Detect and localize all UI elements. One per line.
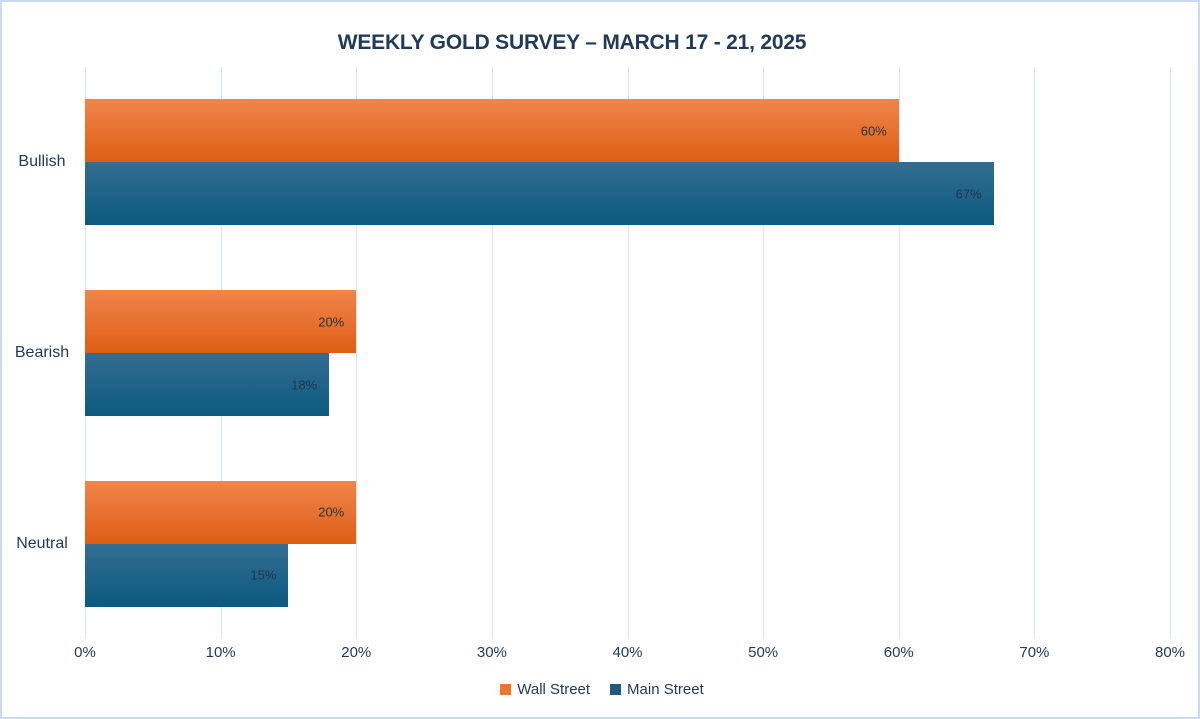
x-tick-label: 30% <box>476 644 507 661</box>
bar-value-label: 18% <box>291 377 318 392</box>
x-tick-label: 70% <box>1019 644 1050 661</box>
x-tick-label: 10% <box>205 644 236 661</box>
legend-label: Wall Street <box>517 681 591 698</box>
x-tick-label: 50% <box>748 644 779 661</box>
legend-label: Main Street <box>627 681 704 698</box>
x-tick-label: 60% <box>883 644 914 661</box>
x-tick-label: 0% <box>74 644 96 661</box>
bar-wall-street-bullish: 60% <box>85 99 899 163</box>
gridline <box>1170 67 1171 639</box>
bar-value-label: 60% <box>860 123 887 139</box>
bar-main-street-neutral: 15% <box>85 543 289 607</box>
legend-swatch-icon <box>500 684 512 695</box>
bar-main-street-bullish: 67% <box>85 162 994 226</box>
gridline <box>1034 67 1036 639</box>
legend: Wall Street Main Street <box>2 681 1198 698</box>
gridline <box>627 67 629 639</box>
gridline <box>356 67 358 639</box>
plot-area: 60% 67% 20% 18% 20% 15% <box>85 67 1171 639</box>
legend-item-main-street: Main Street <box>610 681 704 698</box>
legend-swatch-icon <box>610 684 622 695</box>
gridline <box>491 67 493 639</box>
category-label-bearish: Bearish <box>14 344 70 361</box>
bar-value-label: 20% <box>318 314 345 329</box>
chart-title: WEEKLY GOLD SURVEY – MARCH 17 - 21, 2025 <box>337 31 807 54</box>
legend-item-wall-street: Wall Street <box>500 681 590 698</box>
bar-value-label: 67% <box>955 186 982 202</box>
gridline <box>763 67 765 639</box>
bar-value-label: 15% <box>250 567 277 583</box>
bar-main-street-bearish: 18% <box>85 353 330 416</box>
x-tick-label: 40% <box>612 644 643 661</box>
bar-wall-street-bearish: 20% <box>85 290 357 353</box>
x-tick-label: 20% <box>341 644 372 661</box>
category-label-bullish: Bullish <box>18 153 66 171</box>
x-tick-label: 80% <box>1154 644 1186 661</box>
gridline <box>898 67 900 639</box>
bar-wall-street-neutral: 20% <box>85 480 357 544</box>
bar-value-label: 20% <box>318 504 345 520</box>
category-label-neutral: Neutral <box>16 534 68 552</box>
